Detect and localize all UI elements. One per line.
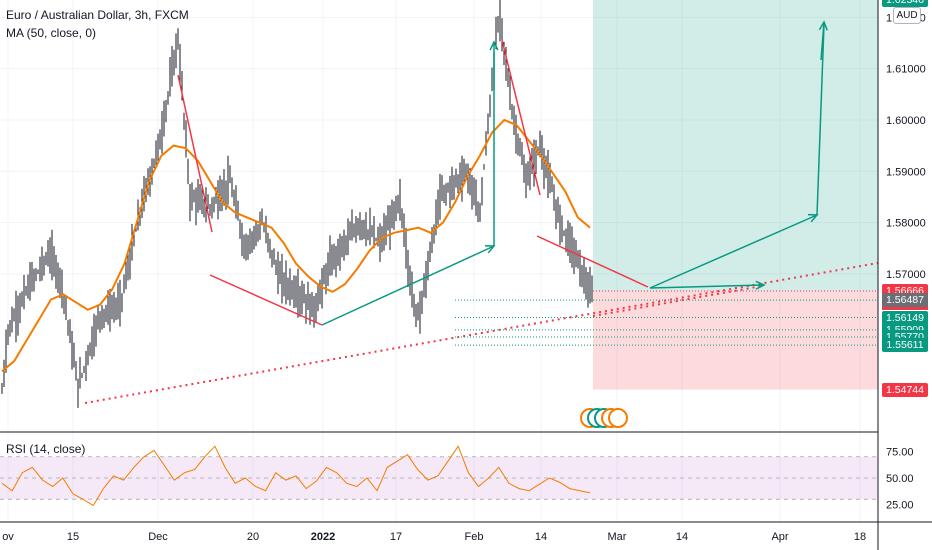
time-tick-label: 2022	[311, 531, 335, 543]
time-tick-label: 14	[676, 531, 688, 543]
price-label-pill: 1.56149	[882, 310, 928, 325]
price-tick-label: 1.57000	[886, 269, 926, 281]
ma-line	[1, 118, 591, 373]
rise-arrow-1	[321, 245, 495, 326]
time-tick-label: Mar	[608, 531, 627, 543]
forecast-arrow-3	[649, 284, 765, 289]
time-tick-label: 17	[390, 531, 402, 543]
drop-line-3	[501, 39, 541, 196]
ma-legend[interactable]: MA (50, close, 0)	[6, 26, 97, 40]
event-icon	[608, 408, 628, 428]
time-tick-label: Dec	[148, 531, 168, 543]
rsi-legend[interactable]: RSI (14, close)	[6, 442, 86, 456]
rsi-tick-label: 50.00	[886, 473, 914, 485]
support-trendline	[84, 262, 879, 404]
drop-line-2	[209, 274, 323, 326]
forecast-arrow-2-head	[818, 20, 828, 31]
rsi-tick-label: 25.00	[886, 500, 914, 512]
time-tick-label: ov	[2, 531, 14, 543]
price-tick-label: 1.58000	[886, 218, 926, 230]
drop-line-1	[177, 74, 213, 233]
rsi-tick-label: 75.00	[886, 447, 914, 459]
price-label-pill: 1.56487	[882, 293, 928, 308]
currency-badge[interactable]: AUD	[893, 7, 921, 24]
time-tick-label: Apr	[771, 531, 788, 543]
symbol-legend[interactable]: Euro / Australian Dollar, 3h, FXCM	[6, 8, 189, 22]
forecast-arrow-3-head	[755, 280, 766, 290]
time-tick-label: 14	[535, 531, 547, 543]
forecast-arrow-2	[820, 21, 825, 61]
price-label-pill: 1.54744	[882, 382, 928, 397]
drop-line-4	[536, 235, 649, 288]
rise-arrow-2-head	[489, 40, 499, 51]
time-tick-label: 18	[854, 531, 866, 543]
time-tick-label: 20	[247, 531, 259, 543]
projection-trendline	[592, 285, 763, 317]
forecast-arrow-1	[649, 214, 818, 289]
forecast-line-2	[816, 24, 825, 216]
price-tick-label: 1.59000	[886, 166, 926, 178]
price-tick-label: 1.61000	[886, 64, 926, 76]
price-label-pill: 1.62346	[882, 0, 928, 7]
time-tick-label: 15	[67, 531, 79, 543]
price-label-pill: 1.55611	[882, 338, 928, 353]
time-tick-label: Feb	[465, 531, 484, 543]
price-tick-label: 1.60000	[886, 115, 926, 127]
rsi-line	[1, 445, 591, 507]
target-zone	[593, 0, 878, 291]
candles	[1, 0, 593, 408]
